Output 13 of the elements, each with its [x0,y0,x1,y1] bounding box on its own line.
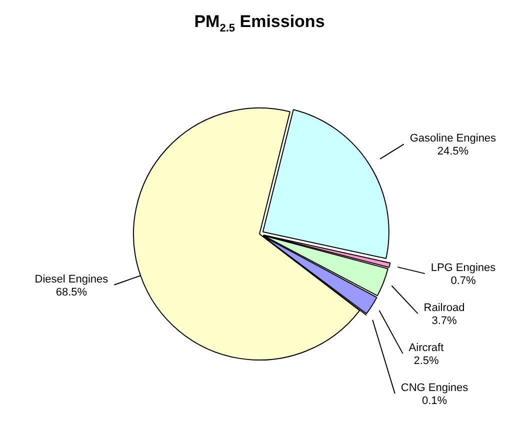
data-label: 2.5% [414,355,439,368]
slice-label: CNG Engines [400,382,469,394]
data-label: 24.5% [437,146,469,158]
data-label: 0.1% [422,395,448,408]
chart-title: PM$_{2.5}$ Emissions [193,11,326,36]
slice-label: Aircraft [408,342,444,354]
data-label: 68.5% [56,286,88,298]
slice-label: LPG Engines [430,262,496,274]
data-label: 0.7% [450,275,476,288]
slice-label: Gasoline Engines [410,132,497,145]
slice-label: Diesel Engines [34,273,109,286]
data-label: 3.7% [432,315,458,328]
slice-label: Railroad [424,302,465,314]
